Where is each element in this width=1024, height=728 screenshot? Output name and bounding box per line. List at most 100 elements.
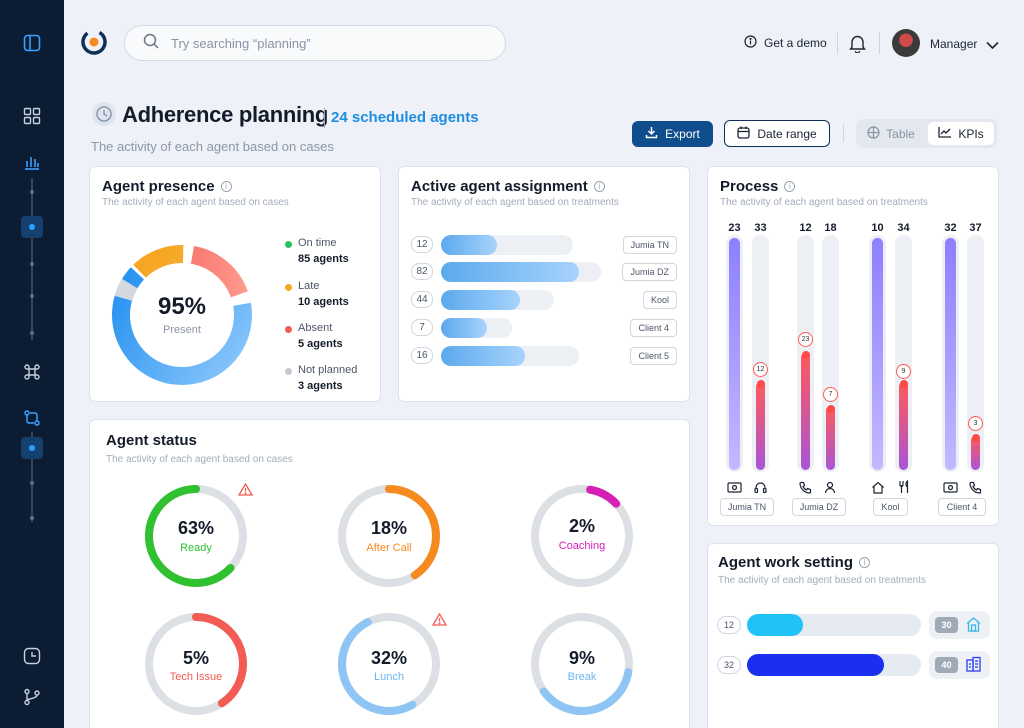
process-column[interactable]: 9: [895, 235, 912, 472]
sidebar-subitem[interactable]: [30, 294, 34, 298]
card-title: Agent presence i: [102, 178, 232, 195]
title-divider: [324, 108, 325, 128]
info-icon[interactable]: i: [593, 181, 605, 192]
status-ring-ready[interactable]: [142, 482, 250, 590]
view-kpis-tab[interactable]: KPIs: [928, 122, 994, 145]
info-icon[interactable]: i: [784, 181, 796, 192]
status-ring-coaching[interactable]: [528, 482, 636, 590]
get-demo-link[interactable]: Get a demo: [744, 35, 827, 51]
phone-icon: [797, 479, 814, 495]
command-icon[interactable]: [22, 362, 42, 382]
trend-chart-icon: [938, 126, 952, 141]
assignment-row[interactable]: 7 Client 4: [411, 318, 677, 338]
assignment-row[interactable]: 82 Jumia DZ: [411, 262, 677, 282]
process-column[interactable]: [942, 235, 959, 472]
column-marker: [899, 380, 908, 388]
column-marker: [826, 405, 835, 413]
notification-bell-icon[interactable]: [849, 34, 866, 58]
legend-value: 85 agents: [298, 253, 349, 265]
process-client-label[interactable]: Jumia TN: [720, 498, 774, 516]
process-column[interactable]: 3: [967, 235, 984, 472]
analytics-icon[interactable]: [22, 152, 42, 172]
process-column[interactable]: [726, 235, 743, 472]
legend-dot: [285, 284, 292, 291]
avatar[interactable]: [892, 29, 920, 57]
transfer-icon[interactable]: [22, 408, 42, 428]
status-label: Coaching: [558, 540, 606, 552]
legend-dot: [285, 368, 292, 375]
calendar-icon: [737, 126, 750, 142]
office-icon: [965, 616, 982, 638]
branch-icon[interactable]: [22, 687, 42, 707]
status-ring-after-call[interactable]: [335, 482, 443, 590]
work-setting-title: Agent work setting: [718, 554, 854, 571]
sidebar-subitem[interactable]: [30, 516, 34, 520]
chart-report-icon[interactable]: [22, 646, 42, 666]
app-logo-icon[interactable]: [80, 28, 108, 56]
client-label: Jumia TN: [622, 236, 677, 254]
chevron-down-icon[interactable]: [986, 37, 999, 55]
process-column[interactable]: 23: [797, 235, 814, 472]
work-total: 30: [935, 617, 958, 633]
header-divider: [843, 124, 844, 142]
sidebar-toggle-icon[interactable]: [22, 33, 42, 53]
dashboard-icon[interactable]: [22, 106, 42, 126]
bar-track: [441, 290, 554, 310]
view-table-tab[interactable]: Table: [856, 119, 926, 148]
process-client-label[interactable]: Client 4: [938, 498, 986, 516]
donut-segment-on-time: [112, 245, 252, 385]
column-marker: [801, 351, 810, 359]
legend-label: Absent: [298, 322, 333, 334]
date-range-button[interactable]: Date range: [724, 120, 830, 147]
work-setting-box[interactable]: 30: [929, 611, 990, 639]
status-ring-lunch[interactable]: [335, 610, 443, 718]
assignment-row[interactable]: 12 Jumia TN: [411, 235, 677, 255]
status-percent: 18%: [370, 518, 408, 538]
column-marker: [971, 434, 980, 442]
status-label: Tech Issue: [169, 671, 223, 683]
info-icon[interactable]: i: [859, 557, 871, 568]
legend-value: 3 agents: [298, 380, 343, 392]
sidebar-subitem[interactable]: [30, 262, 34, 266]
column-bubble: 3: [968, 416, 983, 431]
warning-icon[interactable]: [237, 482, 254, 501]
search-icon: [143, 33, 159, 54]
presence-donut: [112, 245, 252, 385]
sidebar-subitem[interactable]: [30, 190, 34, 194]
warning-icon[interactable]: [431, 612, 448, 631]
card-subtitle: The activity of each agent based on trea…: [718, 575, 926, 586]
work-count: 12: [717, 616, 741, 634]
status-ring-tech-issue[interactable]: [142, 610, 250, 718]
sidebar-subitem[interactable]: [30, 331, 34, 335]
process-column[interactable]: 7: [822, 235, 839, 472]
bar-fill: [441, 262, 579, 282]
user-name[interactable]: Manager: [930, 37, 978, 51]
search-input[interactable]: [171, 35, 471, 51]
presence-percent: 95%: [157, 293, 207, 320]
info-icon[interactable]: i: [220, 181, 232, 192]
agent-count: 82: [411, 263, 433, 280]
status-ring-break[interactable]: [528, 610, 636, 718]
agent-presence-title: Agent presence: [102, 178, 215, 195]
sidebar-subitem-active[interactable]: [21, 437, 43, 459]
search-bar[interactable]: [124, 25, 506, 61]
sidebar-subitem-active[interactable]: [21, 216, 43, 238]
agent-status-title: Agent status: [106, 432, 197, 449]
bar-track: [441, 235, 573, 255]
process-column[interactable]: 12: [752, 235, 769, 472]
process-client-label[interactable]: Kool: [873, 498, 908, 516]
card-subtitle: The activity of each agent based on trea…: [411, 197, 619, 208]
work-setting-box[interactable]: 40: [929, 651, 990, 679]
planning-clock-icon: [91, 101, 117, 127]
assignment-row[interactable]: 16 Client 5: [411, 346, 677, 366]
utensils-icon: [895, 479, 912, 495]
export-button[interactable]: Export: [632, 121, 713, 147]
scheduled-agents-count: 24 scheduled agents: [331, 109, 479, 126]
process-client-label[interactable]: Jumia DZ: [792, 498, 846, 516]
sidebar-subitem[interactable]: [30, 481, 34, 485]
sidebar-rail: [31, 432, 33, 522]
assignment-row[interactable]: 44 Kool: [411, 290, 677, 310]
column-fill: [899, 382, 908, 470]
process-column[interactable]: [869, 235, 886, 472]
presence-label: Present: [163, 324, 201, 336]
